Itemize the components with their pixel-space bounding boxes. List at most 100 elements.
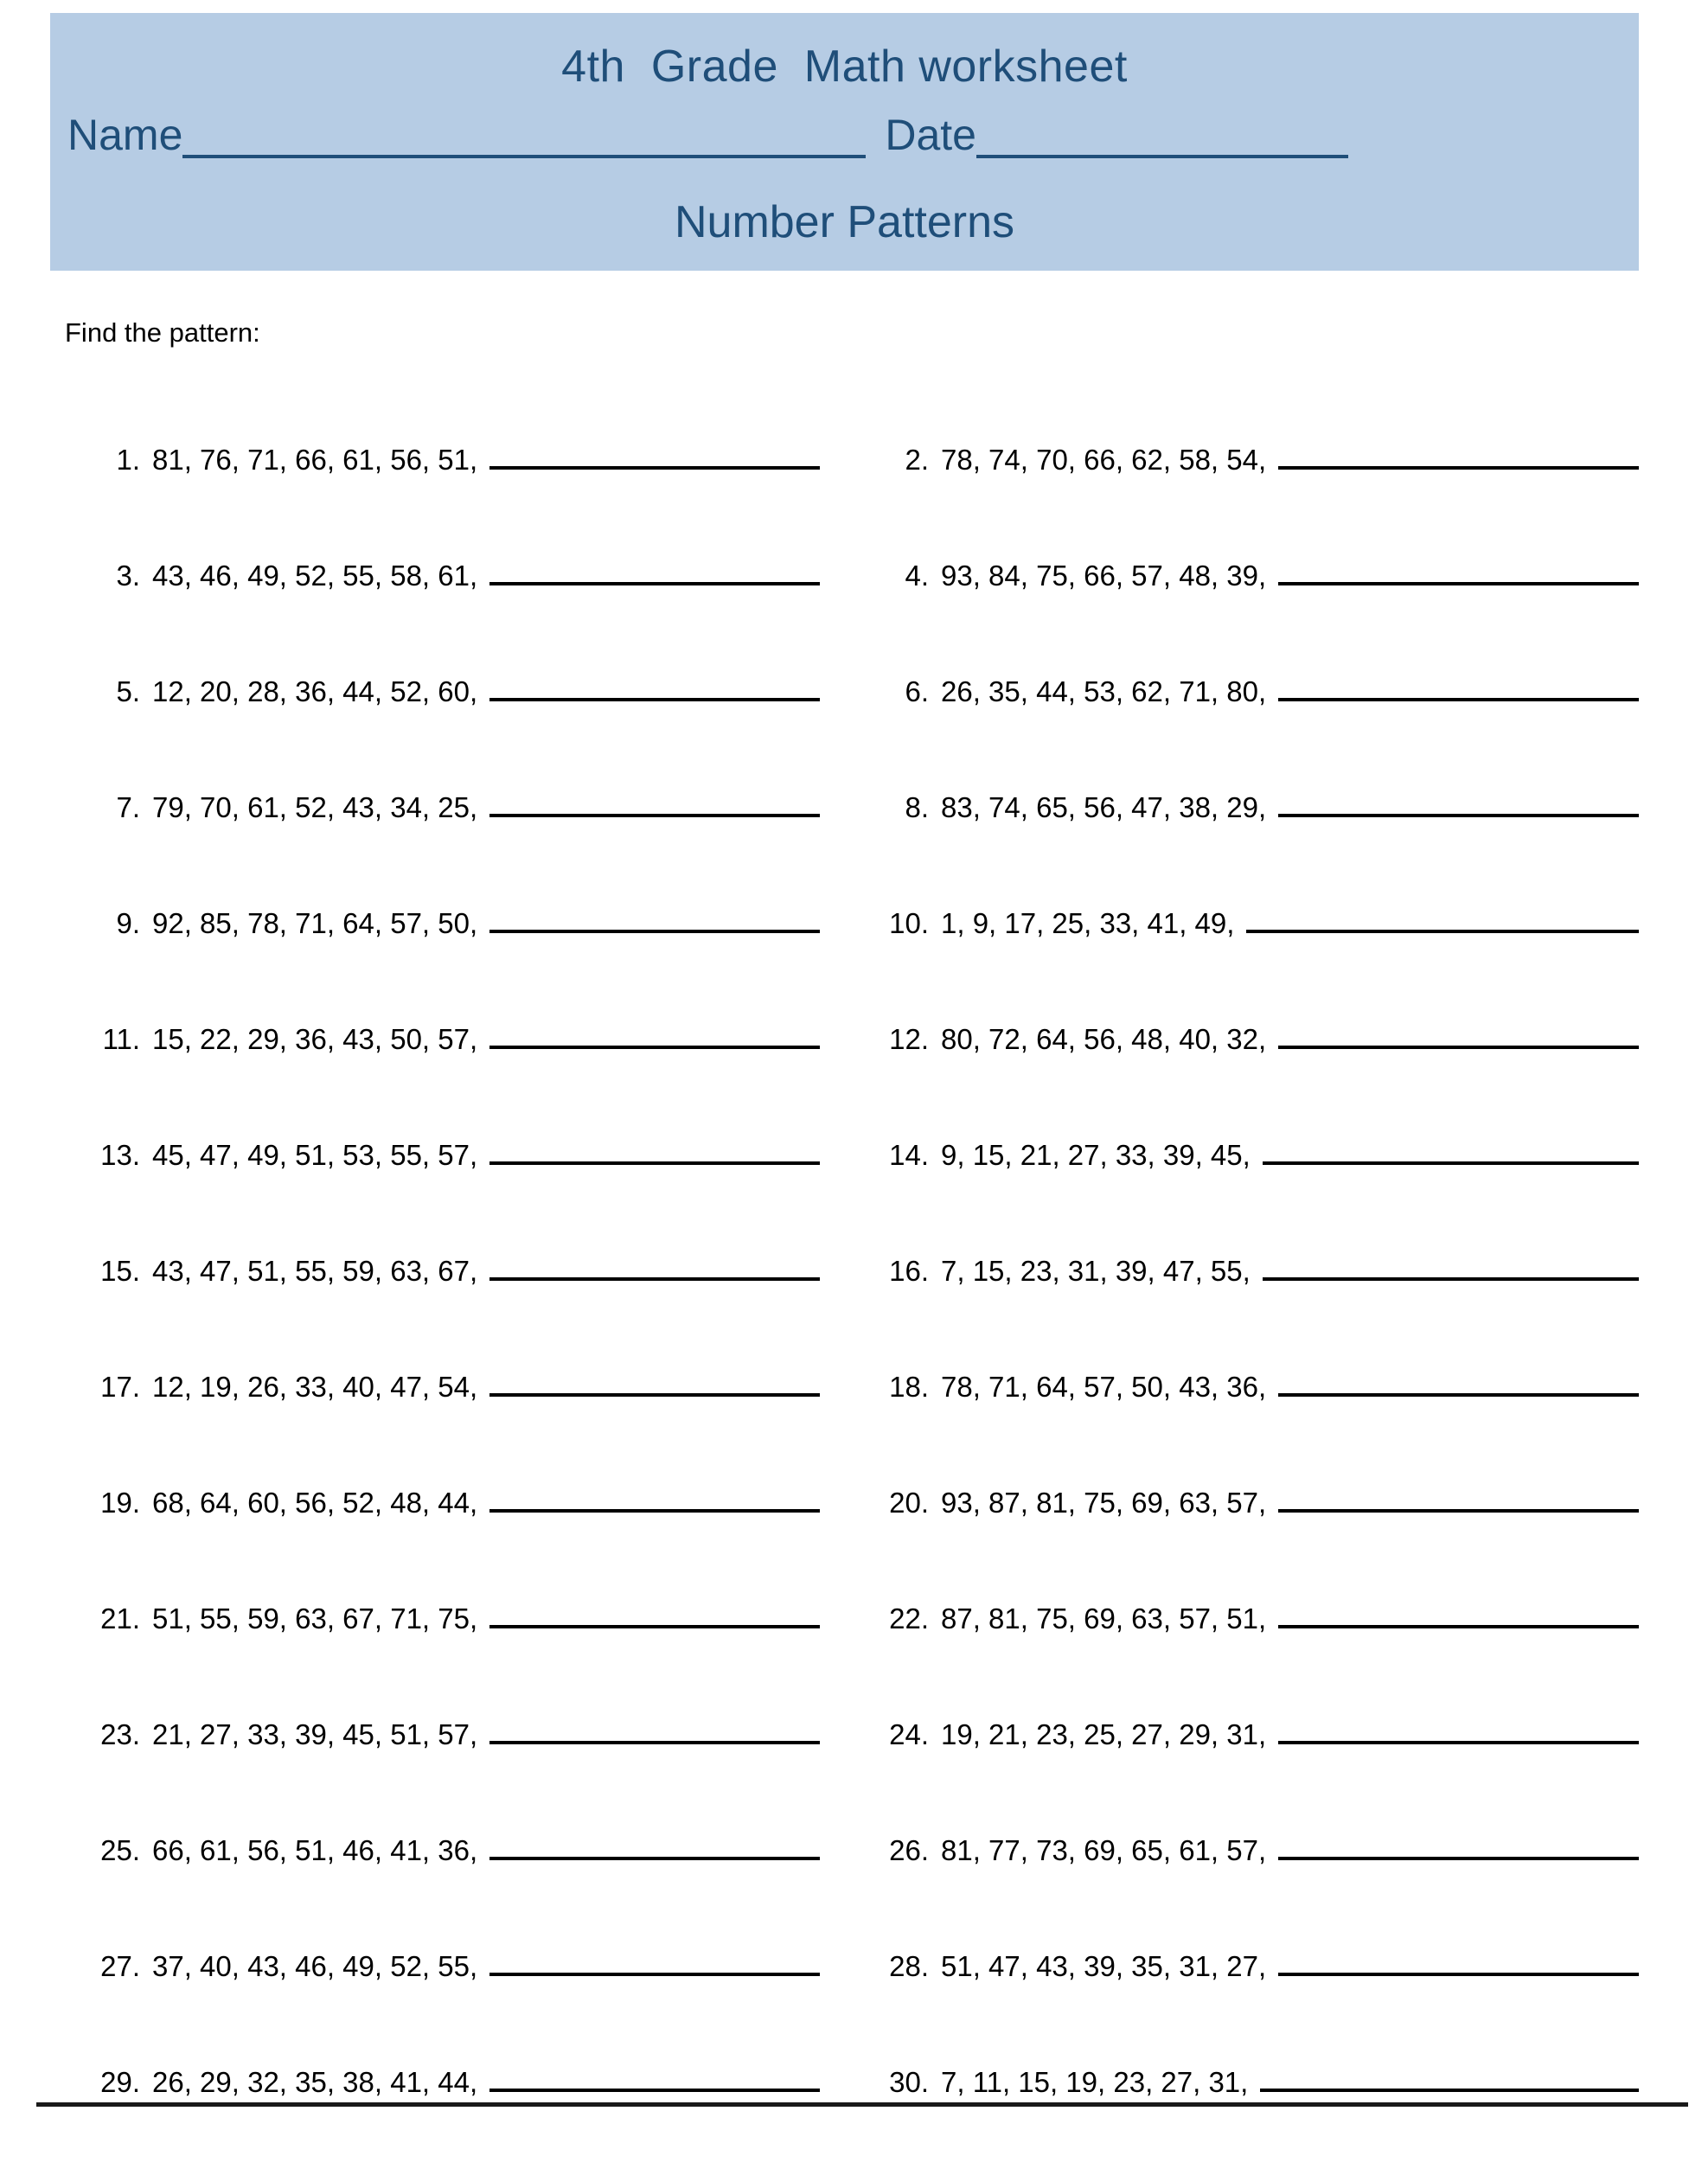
problem-item: 25. 66, 61, 56, 51, 46, 41, 36,: [76, 1827, 820, 1867]
problem-number: 27.: [100, 1950, 140, 1982]
answer-blank[interactable]: [1278, 1480, 1639, 1513]
problem-number: 1.: [116, 444, 140, 476]
problem-item: 30. 7, 11, 15, 19, 23, 27, 31,: [865, 2059, 1639, 2099]
problem-number: 15.: [100, 1255, 140, 1287]
name-input-line[interactable]: [182, 103, 867, 158]
date-label: Date: [885, 111, 976, 159]
problem-item: 10. 1, 9, 17, 25, 33, 41, 49,: [865, 900, 1639, 940]
answer-blank[interactable]: [1278, 437, 1639, 470]
problem-item: 19. 68, 64, 60, 56, 52, 48, 44,: [76, 1480, 820, 1519]
answer-blank[interactable]: [1278, 1827, 1639, 1860]
problem-grid: 1. 81, 76, 71, 66, 61, 56, 51, 2. 78, 74, 7…: [0, 437, 1708, 2175]
problem-sequence: 93, 84, 75, 66, 57, 48, 39,: [941, 560, 1267, 592]
answer-blank[interactable]: [1262, 1132, 1639, 1165]
problem-sequence: 37, 40, 43, 46, 49, 52, 55,: [152, 1950, 478, 1982]
answer-blank[interactable]: [1278, 1711, 1639, 1744]
problem-item: 1. 81, 76, 71, 66, 61, 56, 51,: [76, 437, 820, 477]
answer-blank[interactable]: [1278, 784, 1639, 817]
problem-number: 25.: [100, 1834, 140, 1866]
answer-blank[interactable]: [489, 784, 820, 817]
problem-sequence: 51, 47, 43, 39, 35, 31, 27,: [941, 1950, 1267, 1982]
problem-item: 12. 80, 72, 64, 56, 48, 40, 32,: [865, 1016, 1639, 1056]
problem-number: 5.: [116, 675, 140, 707]
problem-item: 6. 26, 35, 44, 53, 62, 71, 80,: [865, 668, 1639, 708]
problem-row: 15. 43, 47, 51, 55, 59, 63, 67, 16. 7, 15, …: [0, 1248, 1708, 1364]
problem-number: 4.: [905, 560, 929, 592]
problem-number: 8.: [905, 791, 929, 823]
problem-row: 11. 15, 22, 29, 36, 43, 50, 57, 12. 80, 72,…: [0, 1016, 1708, 1132]
problem-sequence: 15, 22, 29, 36, 43, 50, 57,: [152, 1023, 478, 1055]
problem-number: 17.: [100, 1371, 140, 1403]
answer-blank[interactable]: [1278, 1364, 1639, 1397]
problem-item: 18. 78, 71, 64, 57, 50, 43, 36,: [865, 1364, 1639, 1404]
answer-blank[interactable]: [1246, 900, 1639, 933]
answer-blank[interactable]: [489, 553, 820, 585]
answer-blank[interactable]: [489, 1943, 820, 1976]
answer-blank[interactable]: [1278, 1943, 1639, 1976]
problem-sequence: 80, 72, 64, 56, 48, 40, 32,: [941, 1023, 1267, 1055]
problem-item: 16. 7, 15, 23, 31, 39, 47, 55,: [865, 1248, 1639, 1288]
answer-blank[interactable]: [489, 900, 820, 933]
problem-row: 25. 66, 61, 56, 51, 46, 41, 36, 26. 81, 77,…: [0, 1827, 1708, 1943]
problem-item: 14. 9, 15, 21, 27, 33, 39, 45,: [865, 1132, 1639, 1172]
problem-item: 23. 21, 27, 33, 39, 45, 51, 57,: [76, 1711, 820, 1751]
footer-divider: [36, 2102, 1688, 2107]
answer-blank[interactable]: [1278, 553, 1639, 585]
problem-item: 7. 79, 70, 61, 52, 43, 34, 25,: [76, 784, 820, 824]
problem-sequence: 45, 47, 49, 51, 53, 55, 57,: [152, 1139, 478, 1171]
problem-item: 3. 43, 46, 49, 52, 55, 58, 61,: [76, 553, 820, 592]
problem-item: 8. 83, 74, 65, 56, 47, 38, 29,: [865, 784, 1639, 824]
answer-blank[interactable]: [489, 1827, 820, 1860]
answer-blank[interactable]: [489, 1711, 820, 1744]
answer-blank[interactable]: [1262, 1248, 1639, 1281]
problem-sequence: 1, 9, 17, 25, 33, 41, 49,: [941, 907, 1235, 939]
problem-item: 9. 92, 85, 78, 71, 64, 57, 50,: [76, 900, 820, 940]
answer-blank[interactable]: [489, 437, 820, 470]
problem-sequence: 93, 87, 81, 75, 69, 63, 57,: [941, 1487, 1267, 1519]
answer-blank[interactable]: [1278, 1016, 1639, 1049]
date-input-line[interactable]: [976, 103, 1348, 158]
problem-number: 20.: [889, 1487, 929, 1519]
problem-number: 9.: [116, 907, 140, 939]
problem-item: 22. 87, 81, 75, 69, 63, 57, 51,: [865, 1596, 1639, 1635]
problem-number: 18.: [889, 1371, 929, 1403]
answer-blank[interactable]: [489, 1596, 820, 1628]
problem-item: 20. 93, 87, 81, 75, 69, 63, 57,: [865, 1480, 1639, 1519]
problem-sequence: 7, 11, 15, 19, 23, 27, 31,: [941, 2066, 1249, 2098]
problem-sequence: 26, 29, 32, 35, 38, 41, 44,: [152, 2066, 478, 2098]
answer-blank[interactable]: [489, 1364, 820, 1397]
problem-number: 30.: [889, 2066, 929, 2098]
problem-sequence: 43, 47, 51, 55, 59, 63, 67,: [152, 1255, 478, 1287]
problem-number: 12.: [889, 1023, 929, 1055]
name-label: Name: [67, 111, 183, 159]
answer-blank[interactable]: [489, 1248, 820, 1281]
answer-blank[interactable]: [1260, 2059, 1639, 2092]
problem-number: 29.: [100, 2066, 140, 2098]
problem-item: 5. 12, 20, 28, 36, 44, 52, 60,: [76, 668, 820, 708]
problem-sequence: 81, 76, 71, 66, 61, 56, 51,: [152, 444, 478, 476]
problem-number: 10.: [889, 907, 929, 939]
problem-sequence: 43, 46, 49, 52, 55, 58, 61,: [152, 560, 478, 592]
answer-blank[interactable]: [1278, 1596, 1639, 1628]
problem-item: 27. 37, 40, 43, 46, 49, 52, 55,: [76, 1943, 820, 1983]
problem-item: 11. 15, 22, 29, 36, 43, 50, 57,: [76, 1016, 820, 1056]
problem-number: 13.: [100, 1139, 140, 1171]
answer-blank[interactable]: [489, 668, 820, 701]
problem-item: 17. 12, 19, 26, 33, 40, 47, 54,: [76, 1364, 820, 1404]
instruction-text: Find the pattern:: [65, 317, 260, 348]
answer-blank[interactable]: [1278, 668, 1639, 701]
problem-number: 26.: [889, 1834, 929, 1866]
problem-sequence: 81, 77, 73, 69, 65, 61, 57,: [941, 1834, 1267, 1866]
problem-item: 24. 19, 21, 23, 25, 27, 29, 31,: [865, 1711, 1639, 1751]
name-date-row: Name Date: [67, 98, 1624, 158]
answer-blank[interactable]: [489, 1132, 820, 1165]
problem-number: 24.: [889, 1718, 929, 1750]
problem-row: 7. 79, 70, 61, 52, 43, 34, 25, 8. 83, 74, 6…: [0, 784, 1708, 900]
problem-row: 27. 37, 40, 43, 46, 49, 52, 55, 28. 51, 47,…: [0, 1943, 1708, 2059]
problem-row: 23. 21, 27, 33, 39, 45, 51, 57, 24. 19, 21,…: [0, 1711, 1708, 1827]
answer-blank[interactable]: [489, 2059, 820, 2092]
answer-blank[interactable]: [489, 1016, 820, 1049]
problem-number: 7.: [116, 791, 140, 823]
problem-sequence: 12, 19, 26, 33, 40, 47, 54,: [152, 1371, 478, 1403]
answer-blank[interactable]: [489, 1480, 820, 1513]
